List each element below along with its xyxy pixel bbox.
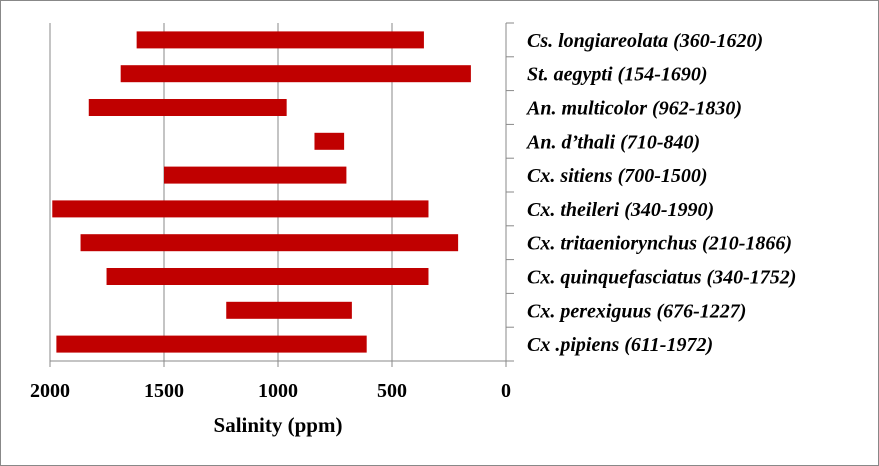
range-bar xyxy=(120,65,471,83)
category-label: Cx. quinquefasciatus (340-1752) xyxy=(527,267,796,289)
category-label: Cx. theileri (340-1990) xyxy=(527,199,714,221)
range-bar xyxy=(314,132,345,150)
range-bar xyxy=(56,335,367,353)
category-label: An. d’thali (710-840) xyxy=(525,131,700,153)
x-tick-label: 500 xyxy=(377,380,407,402)
x-tick-label: 2000 xyxy=(30,380,70,402)
x-tick-label: 0 xyxy=(501,380,511,402)
x-axis-label: Salinity (ppm) xyxy=(214,413,343,437)
range-bar xyxy=(106,268,429,285)
category-label: Cx. tritaeniorynchus (210-1866) xyxy=(527,233,792,255)
range-bar xyxy=(164,166,347,184)
category-label: An. multicolor (962-1830) xyxy=(525,98,742,120)
range-bar xyxy=(52,200,429,218)
category-label: Cs. longiareolata (360-1620) xyxy=(527,30,763,52)
category-label: St. aegypti (154-1690) xyxy=(527,64,708,86)
range-bar xyxy=(136,31,424,49)
category-label: Cx. sitiens (700-1500) xyxy=(527,165,708,187)
x-tick-label: 1000 xyxy=(258,380,298,402)
category-label: Cx. perexiguus (676-1227) xyxy=(527,300,746,322)
x-tick-label: 1500 xyxy=(144,380,184,402)
category-label: Cx .pipiens (611-1972) xyxy=(527,334,713,356)
range-bar xyxy=(226,301,352,319)
range-bar xyxy=(88,99,287,116)
range-bar xyxy=(80,234,459,252)
